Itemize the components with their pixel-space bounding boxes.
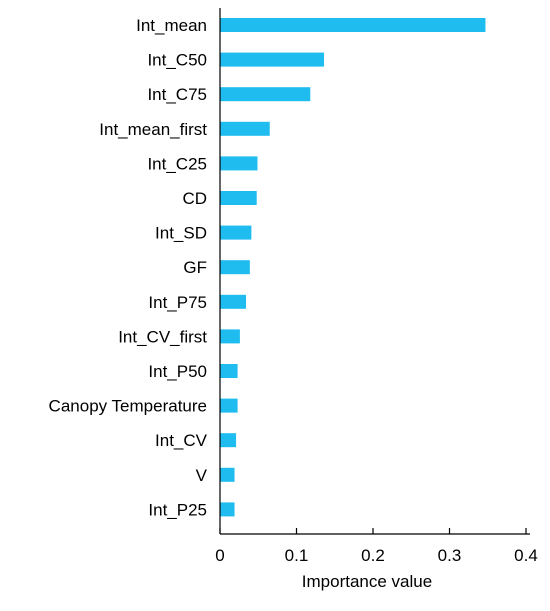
- x-axis: [219, 8, 530, 535]
- category-label-9: Int_CV_first: [118, 327, 207, 346]
- x-axis-title: Importance value: [302, 572, 432, 591]
- bar-6: [220, 225, 252, 240]
- category-label-12: Int_CV: [155, 431, 208, 450]
- bar-13: [220, 467, 235, 482]
- bar-2: [220, 87, 311, 102]
- category-label-6: Int_SD: [155, 224, 207, 243]
- category-label-2: Int_C75: [147, 85, 207, 104]
- x-tick-label-1: 0.1: [285, 546, 309, 565]
- category-label-5: CD: [182, 189, 207, 208]
- x-tick-label-4: 0.4: [514, 546, 538, 565]
- category-label-13: V: [196, 466, 208, 485]
- bar-10: [220, 364, 238, 378]
- x-tick-label-0: 0: [215, 546, 224, 565]
- bars-layer: [220, 18, 486, 517]
- x-tick-label-3: 0.3: [438, 546, 462, 565]
- bar-9: [220, 329, 240, 344]
- category-label-0: Int_mean: [136, 16, 207, 35]
- bar-1: [220, 52, 325, 67]
- x-tick-label-2: 0.2: [361, 546, 385, 565]
- category-label-10: Int_P50: [148, 362, 207, 381]
- category-label-8: Int_P75: [148, 293, 207, 312]
- bar-4: [220, 156, 258, 171]
- category-label-14: Int_P25: [148, 500, 207, 519]
- category-label-11: Canopy Temperature: [49, 397, 207, 416]
- bar-3: [220, 121, 270, 136]
- bar-11: [220, 398, 238, 413]
- x-ticks: 0 0.1 0.2 0.3 0.4: [215, 528, 538, 565]
- bar-5: [220, 191, 257, 205]
- bar-7: [220, 260, 250, 275]
- category-label-4: Int_C25: [147, 154, 207, 173]
- category-labels: Int_mean Int_C50 Int_C75 Int_mean_first Int_…: [49, 16, 208, 519]
- category-label-7: GF: [183, 258, 207, 277]
- bar-12: [220, 433, 237, 448]
- category-label-1: Int_C50: [147, 51, 207, 70]
- bar-8: [220, 294, 247, 309]
- bar-14: [220, 502, 235, 517]
- category-label-3: Int_mean_first: [99, 120, 207, 139]
- bar-0: [220, 18, 486, 32]
